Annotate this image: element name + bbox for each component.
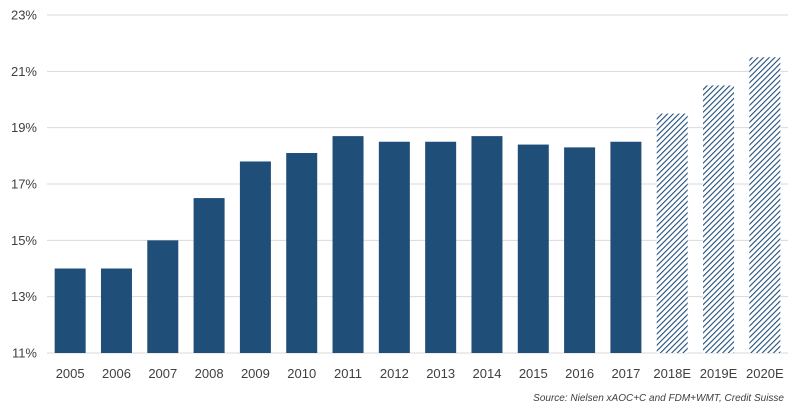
bar	[517, 144, 549, 353]
bar	[610, 141, 642, 353]
bar	[471, 136, 503, 353]
bar	[564, 147, 596, 353]
x-tick-label: 2014	[473, 366, 502, 381]
x-axis-tick-labels: 2005 2006 2007 2008 2009 2010 2011 2012 2013 2014…	[56, 366, 784, 381]
bar	[286, 153, 318, 353]
y-axis-tick-labels: 11% 13% 15% 17% 19% 21% 23%	[11, 8, 37, 361]
bar	[193, 198, 225, 353]
bar-estimate	[656, 113, 688, 353]
y-tick-label: 19%	[11, 120, 37, 135]
y-tick-label: 13%	[11, 289, 37, 304]
bar	[378, 141, 410, 353]
bar-estimate	[703, 85, 735, 354]
x-tick-label: 2017	[611, 366, 640, 381]
x-tick-label: 2010	[287, 366, 316, 381]
bar	[54, 268, 86, 353]
bar	[239, 161, 271, 353]
x-tick-label: 2005	[56, 366, 85, 381]
y-tick-label: 23%	[11, 8, 37, 23]
x-tick-label: 2016	[565, 366, 594, 381]
y-tick-label: 17%	[11, 177, 37, 192]
y-tick-label: 11%	[12, 346, 37, 361]
x-tick-label: 2020E	[746, 366, 784, 381]
bars	[54, 57, 781, 354]
x-tick-label: 2015	[519, 366, 548, 381]
y-tick-label: 15%	[11, 233, 37, 248]
x-tick-label: 2009	[241, 366, 270, 381]
bar	[425, 141, 457, 353]
x-tick-label: 2012	[380, 366, 409, 381]
bar-estimate	[749, 57, 781, 353]
bar	[100, 268, 132, 353]
bar	[147, 240, 179, 353]
x-tick-label: 2013	[426, 366, 455, 381]
x-tick-label: 2008	[195, 366, 224, 381]
x-tick-label: 2018E	[653, 366, 691, 381]
x-tick-label: 2007	[148, 366, 177, 381]
x-tick-label: 2011	[334, 366, 362, 381]
y-tick-label: 21%	[11, 64, 37, 79]
x-tick-label: 2006	[102, 366, 131, 381]
bar	[332, 136, 364, 353]
x-tick-label: 2019E	[700, 366, 738, 381]
source-note: Source: Nielsen xAOC+C and FDM+WMT, Cred…	[533, 393, 784, 404]
